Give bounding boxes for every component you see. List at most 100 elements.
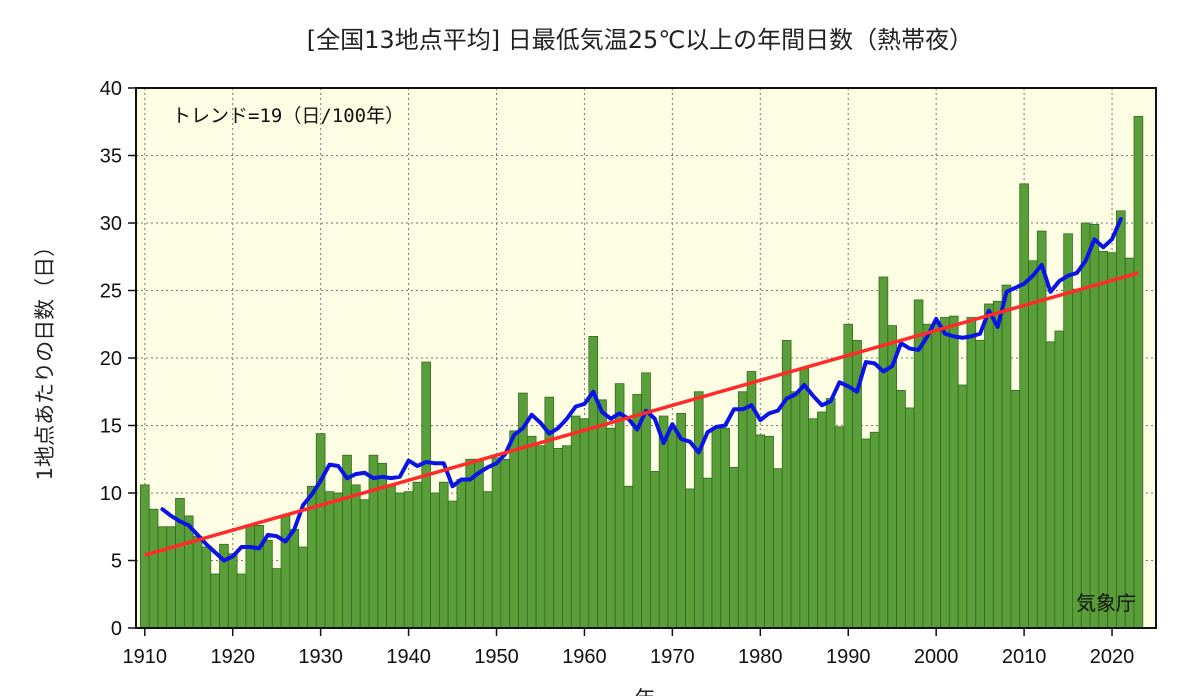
bar <box>1010 389 1021 629</box>
bar <box>438 481 449 629</box>
bar <box>1054 330 1065 629</box>
bar <box>465 458 475 629</box>
bar <box>685 488 695 629</box>
bar <box>729 466 739 629</box>
bar <box>430 492 440 629</box>
x-tick-label: 2020 <box>1090 646 1135 668</box>
bar <box>922 323 933 629</box>
y-tick-label: 10 <box>100 483 122 505</box>
x-tick-label: 1930 <box>298 646 343 668</box>
bar <box>183 515 194 629</box>
bar <box>720 427 730 629</box>
bar <box>271 568 282 629</box>
bar <box>904 407 915 629</box>
bar <box>474 458 484 629</box>
bar <box>1028 260 1038 629</box>
x-tick-label: 1980 <box>738 646 783 668</box>
y-axis-label: 1地点あたりの日数（日） <box>33 236 57 480</box>
bar <box>940 317 950 629</box>
bar <box>491 457 502 629</box>
x-tick-label: 1990 <box>826 646 871 668</box>
bar <box>394 492 405 629</box>
bar <box>931 323 941 629</box>
x-tick-label: 2010 <box>1002 646 1047 668</box>
bar <box>966 317 977 629</box>
bar <box>139 484 150 629</box>
y-tick-label: 25 <box>100 281 122 303</box>
bar <box>808 418 818 629</box>
bar <box>333 492 344 629</box>
bar <box>535 445 546 629</box>
trend-annotation: トレンド=19（日/100年） <box>172 105 404 127</box>
bar <box>210 573 220 629</box>
x-tick-label: 1970 <box>650 646 695 668</box>
bar <box>1107 252 1117 629</box>
bar <box>482 491 493 629</box>
bar <box>896 389 906 629</box>
x-tick-label: 1950 <box>474 646 519 668</box>
y-tick-label: 0 <box>111 618 122 640</box>
bar <box>1080 222 1091 629</box>
bar <box>412 481 423 629</box>
bar <box>570 415 581 629</box>
bar <box>1045 341 1056 629</box>
bar <box>227 553 238 629</box>
bar <box>342 454 352 629</box>
bar-series <box>139 115 1144 629</box>
bar <box>166 526 176 629</box>
bar <box>526 435 537 629</box>
bar <box>509 430 519 629</box>
bar <box>351 484 361 629</box>
bar <box>676 412 686 629</box>
bar <box>649 470 660 629</box>
bar <box>1036 230 1047 629</box>
bar <box>298 546 308 629</box>
bar <box>887 325 898 629</box>
bar <box>192 535 203 629</box>
bar <box>359 499 370 629</box>
bar <box>579 418 590 629</box>
bar <box>975 340 985 629</box>
credit-label: 気象庁 <box>1076 591 1136 615</box>
bar <box>711 427 722 629</box>
bar <box>702 477 713 629</box>
bar <box>421 361 431 629</box>
x-tick-label: 1940 <box>386 646 431 668</box>
moving-average-line <box>160 216 1123 563</box>
bar <box>861 438 871 629</box>
bar <box>1098 250 1109 629</box>
bar <box>1001 284 1012 629</box>
bar <box>447 500 458 629</box>
bar <box>386 484 396 629</box>
x-tick-label: 1920 <box>210 646 255 668</box>
bar <box>280 515 291 629</box>
bar <box>263 539 273 629</box>
bar <box>878 276 889 629</box>
bar <box>1072 288 1082 629</box>
bar <box>799 368 810 629</box>
bar <box>201 546 212 629</box>
bar <box>658 415 669 629</box>
bar <box>737 391 748 629</box>
bar <box>948 315 959 629</box>
bar <box>597 399 607 629</box>
bar <box>562 445 572 629</box>
bar <box>1133 115 1144 629</box>
bar <box>790 391 801 629</box>
bar <box>817 411 827 629</box>
bar <box>834 426 845 629</box>
bar <box>553 448 563 629</box>
y-tick-label: 15 <box>100 416 122 438</box>
bar <box>764 435 774 629</box>
bar <box>606 427 616 629</box>
bar <box>1019 183 1029 629</box>
bar <box>755 434 766 629</box>
bar <box>843 323 854 629</box>
y-tick-label: 40 <box>100 78 122 100</box>
bar <box>368 454 379 629</box>
y-tick-label: 35 <box>100 146 122 168</box>
x-axis-label: 年 <box>635 687 656 696</box>
bar <box>456 479 467 629</box>
bar <box>403 491 414 629</box>
x-tick-label: 1960 <box>562 646 607 668</box>
